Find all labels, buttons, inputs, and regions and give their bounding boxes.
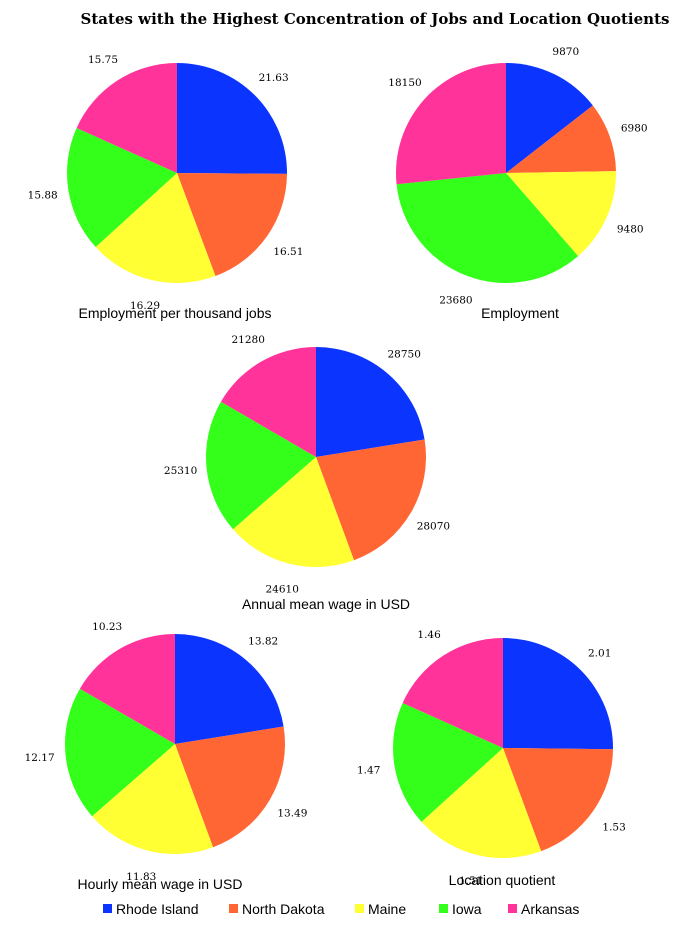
pie-subtitle: Employment	[481, 305, 559, 321]
data-label-arkansas: 21280	[231, 334, 264, 346]
legend-swatch-maine	[355, 904, 364, 913]
pie-slice-arkansas	[220, 347, 316, 457]
pie-slice-iowa	[206, 401, 316, 530]
pie-slice-arkansas	[396, 63, 506, 185]
pie-subtitle: Annual mean wage in USD	[242, 596, 410, 612]
pie-slice-rhode-island	[506, 63, 593, 173]
pie-slice-north-dakota	[503, 748, 613, 852]
pie-slice-maine	[233, 457, 355, 568]
pie-slice-iowa	[67, 128, 177, 248]
data-label-arkansas: 15.75	[88, 54, 118, 66]
data-label-north-dakota: 28070	[417, 521, 450, 533]
data-label-north-dakota: 6980	[621, 123, 648, 135]
pie-subtitle: Hourly mean wage in USD	[78, 876, 243, 892]
pie-hourly-mean-wage: 13.82 13.49 11.83 12.17 10.23 Hourly mean wag…	[25, 621, 308, 892]
pie-location-quotient: 2.01 1.53 1.51 1.47 1.46 Location quotient	[357, 629, 626, 888]
pie-slice-maine	[95, 173, 216, 283]
pie-slice-north-dakota	[316, 439, 427, 561]
data-label-maine: 9480	[617, 223, 644, 235]
data-label-rhode-island: 21.63	[259, 72, 289, 84]
pie-slice-arkansas	[79, 634, 175, 744]
data-label-maine: 11.83	[126, 871, 156, 883]
pie-slice-maine	[421, 748, 542, 858]
legend-label-maine: Maine	[368, 901, 406, 917]
data-label-iowa: 1.47	[357, 764, 380, 776]
legend-label-rhode-island: Rhode Island	[116, 901, 199, 917]
pie-slice-rhode-island	[316, 347, 425, 457]
pie-slice-north-dakota	[506, 105, 616, 173]
data-label-north-dakota: 1.53	[602, 821, 625, 833]
pie-slice-north-dakota	[177, 173, 287, 277]
legend-swatch-iowa	[439, 904, 448, 913]
data-label-rhode-island: 13.82	[248, 636, 278, 648]
pie-employment: 9870 6980 9480 23680 18150 Employment	[388, 46, 647, 321]
legend-label-iowa: Iowa	[452, 901, 482, 917]
pie-slice-maine	[92, 744, 214, 855]
pie-employment-per-thousand-jobs: 21.63 16.51 16.29 15.88 15.75 Employment per …	[28, 54, 304, 321]
data-label-north-dakota: 13.49	[277, 808, 307, 820]
legend-label-arkansas: Arkansas	[521, 901, 579, 917]
data-label-maine: 1.51	[459, 875, 482, 887]
pie-slice-rhode-island	[175, 634, 284, 744]
data-label-iowa: 25310	[164, 465, 197, 477]
data-label-rhode-island: 28750	[387, 349, 420, 361]
pie-slice-arkansas	[402, 638, 503, 748]
data-label-north-dakota: 16.51	[273, 246, 303, 258]
data-label-arkansas: 10.23	[92, 621, 122, 633]
pie-slice-iowa	[393, 703, 503, 822]
pie-slice-rhode-island	[503, 638, 613, 750]
pie-slice-rhode-island	[177, 63, 288, 174]
pie-slice-north-dakota	[175, 726, 286, 848]
pie-slice-arkansas	[76, 63, 177, 173]
pie-slice-iowa	[65, 688, 175, 817]
pie-slice-iowa	[396, 173, 579, 283]
data-label-iowa: 15.88	[28, 190, 58, 202]
data-label-arkansas: 1.46	[417, 629, 441, 641]
data-label-iowa: 12.17	[25, 752, 55, 764]
data-label-arkansas: 18150	[388, 77, 421, 89]
data-label-rhode-island: 2.01	[588, 647, 611, 659]
pie-slice-maine	[506, 171, 616, 257]
pie-subtitle: Employment per thousand jobs	[79, 305, 272, 321]
legend-swatch-rhode-island	[103, 904, 112, 913]
legend-swatch-arkansas	[508, 904, 517, 913]
data-label-maine: 16.29	[130, 300, 160, 312]
legend-swatch-north-dakota	[229, 904, 238, 913]
data-label-rhode-island: 9870	[552, 46, 579, 58]
pie-subtitle: Location quotient	[449, 872, 556, 888]
data-label-iowa: 23680	[439, 294, 472, 306]
legend-label-north-dakota: North Dakota	[242, 901, 325, 917]
pie-annual-mean-wage: 28750 28070 24610 25310 21280 Annual mean wag…	[164, 334, 450, 612]
data-label-maine: 24610	[265, 584, 298, 596]
legend: Rhode Island North Dakota Maine Iowa Arkansa…	[103, 901, 579, 917]
chart-title: States with the Highest Concentration of…	[81, 10, 670, 28]
